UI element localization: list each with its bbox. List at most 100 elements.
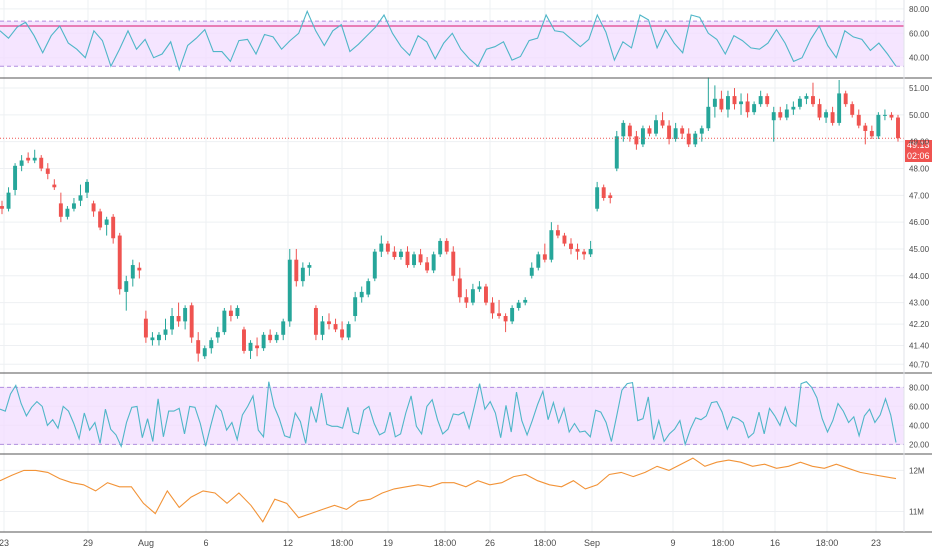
candle-body — [490, 302, 495, 314]
candle-body — [529, 267, 534, 276]
y-tick-label: 46.00 — [909, 218, 930, 227]
x-tick-label: 26 — [485, 538, 495, 548]
candle-body — [19, 160, 24, 166]
candle-body — [104, 219, 109, 225]
candle-body — [405, 251, 410, 266]
candle-body — [555, 230, 560, 236]
time-axis: 23 29 Aug 6 12 18:00 19 18:00 26 18:00 Sep 9 18:00 16… — [0, 538, 881, 548]
candle-body — [196, 340, 201, 354]
y-tick-label: 12M — [909, 466, 925, 475]
candle-body — [654, 120, 658, 134]
candle-body — [791, 106, 796, 110]
candle-body — [680, 128, 685, 134]
candle-body — [739, 101, 743, 105]
candle-body — [752, 104, 757, 113]
top-oscillator-series-line — [0, 9, 897, 72]
x-tick-label: 18:00 — [434, 538, 457, 548]
candle-body — [621, 122, 626, 137]
grid-lines — [3, 0, 877, 532]
candle-body — [215, 332, 220, 338]
candle-body — [725, 96, 730, 110]
candle-body — [706, 106, 711, 129]
y-tick-label: 45.00 — [909, 245, 930, 254]
y-tick-label: 43.00 — [909, 299, 930, 308]
candle-body — [366, 281, 371, 295]
candle-body — [797, 98, 802, 107]
candle-body — [340, 329, 345, 338]
candle-body — [837, 93, 842, 123]
candle-body — [189, 305, 194, 338]
candle-body — [65, 208, 70, 217]
y-tick-label: 40.00 — [909, 54, 930, 63]
candle-body — [850, 104, 855, 115]
candle-body — [124, 281, 129, 292]
y-tick-label: 47.00 — [909, 191, 930, 200]
candle-body — [333, 324, 338, 330]
candle-body — [686, 133, 691, 145]
candle-body — [582, 251, 587, 255]
candle-body — [45, 168, 50, 174]
candle-body — [477, 286, 482, 290]
candle-body — [392, 251, 397, 258]
x-tick-label: 23 — [0, 538, 9, 548]
candle-body — [176, 316, 181, 322]
candle-body — [425, 262, 430, 271]
candle-body — [536, 254, 541, 268]
candle-body — [503, 316, 508, 322]
candle-body — [542, 254, 547, 260]
volume-pane: 12M 11M — [0, 457, 925, 523]
candle-body — [313, 307, 318, 335]
candle-body — [719, 98, 724, 110]
candle-body — [549, 230, 554, 260]
top-oscillator-pane: 80.00 60.00 40.00 — [0, 5, 930, 72]
candle-body — [385, 243, 390, 252]
candle-body — [0, 206, 4, 209]
x-tick-label: 19 — [383, 538, 393, 548]
candle-body — [627, 125, 632, 137]
y-tick-label: 50.00 — [909, 111, 930, 120]
candle-body — [222, 310, 227, 333]
candle-body — [863, 125, 868, 131]
candle-body — [732, 96, 737, 105]
candle-body — [150, 337, 155, 341]
candle-body — [516, 302, 521, 308]
candle-body — [6, 192, 11, 209]
candle-body — [470, 289, 475, 303]
candle-body — [614, 136, 619, 169]
x-tick-label: 18:00 — [816, 538, 839, 548]
candle-body — [294, 259, 299, 282]
y-tick-label: 60.00 — [909, 402, 930, 411]
y-tick-label: 41.40 — [909, 342, 930, 351]
candle-body — [261, 334, 266, 349]
candle-body — [830, 112, 835, 123]
candle-body — [209, 340, 214, 349]
candle-body — [608, 195, 613, 199]
candle-body — [418, 254, 423, 263]
candle-body — [52, 184, 57, 188]
candle-body — [778, 112, 783, 118]
candle-body — [85, 181, 89, 193]
candle-body — [39, 157, 44, 169]
candle-body — [667, 125, 672, 140]
candle-body — [595, 187, 600, 209]
y-tick-label: 44.00 — [909, 272, 930, 281]
x-tick-label: 29 — [83, 538, 93, 548]
volume-series-line — [0, 457, 897, 523]
candle-body — [242, 329, 246, 351]
price-pane: 51.00 50.00 49.00 48.00 47.00 46.00 45.00 44.00… — [0, 77, 930, 369]
x-tick-label: 9 — [670, 538, 675, 548]
candle-body — [634, 136, 639, 145]
candle-body — [300, 267, 305, 282]
candle-body — [843, 93, 848, 105]
candle-body — [712, 98, 717, 107]
candle-body — [248, 342, 253, 351]
candle-body — [510, 307, 515, 322]
candle-body — [307, 265, 312, 268]
candle-body — [157, 334, 161, 341]
candle-body — [444, 240, 449, 252]
candle-body — [274, 334, 279, 341]
y-tick-label: 80.00 — [909, 383, 930, 392]
candle-body — [856, 114, 861, 126]
last-price-badge: 49.13 — [905, 140, 932, 151]
candle-body — [464, 297, 469, 303]
